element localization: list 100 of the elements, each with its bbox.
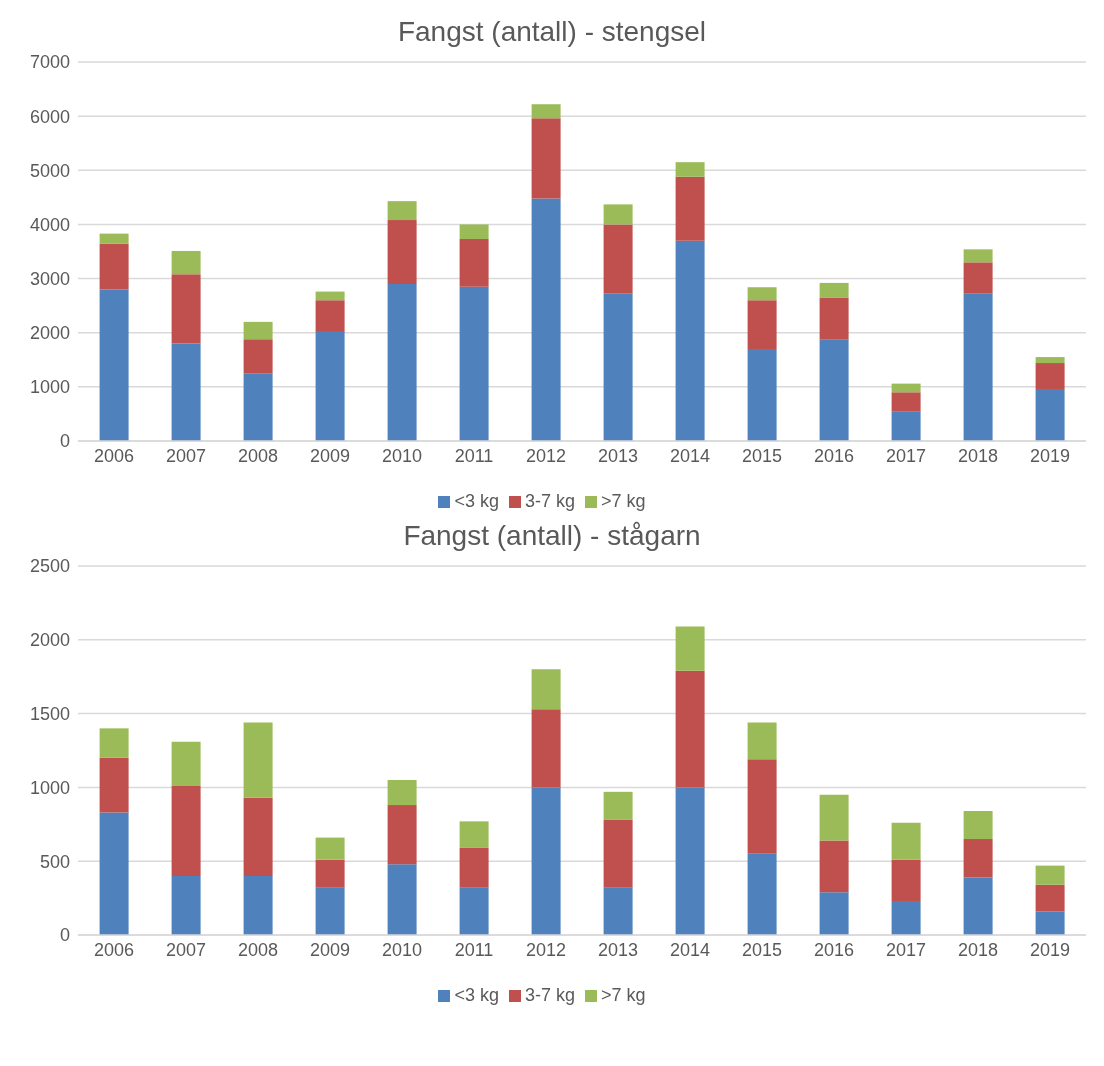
bar — [747, 722, 777, 760]
x-tick-label: 2014 — [669, 939, 711, 960]
x-tick-label: 2010 — [381, 939, 423, 960]
x-tick-label: 2016 — [813, 445, 855, 466]
bar — [1035, 389, 1065, 441]
bar — [459, 887, 489, 935]
bar — [531, 787, 561, 935]
bar — [171, 343, 201, 441]
legend-label: <3 kg — [454, 491, 499, 511]
bar — [99, 233, 129, 244]
bar — [603, 204, 633, 225]
bar — [315, 300, 345, 332]
x-tick-label: 2019 — [1029, 939, 1071, 960]
bar — [819, 297, 849, 340]
x-tick-label: 2015 — [741, 445, 783, 466]
x-tick-label: 2011 — [454, 939, 494, 960]
bar — [675, 670, 705, 788]
bar — [963, 877, 993, 935]
y-tick-label: 3000 — [29, 268, 70, 289]
bar — [603, 819, 633, 888]
x-tick-label: 2013 — [597, 939, 639, 960]
bar — [387, 805, 417, 865]
bar — [171, 274, 201, 344]
bar — [387, 283, 417, 441]
bar — [99, 757, 129, 813]
bar — [315, 837, 345, 860]
bar — [1035, 363, 1065, 390]
legend-label: <3 kg — [454, 985, 499, 1005]
y-tick-label: 2500 — [29, 556, 70, 577]
bar — [963, 293, 993, 441]
bar — [891, 859, 921, 902]
bar — [387, 220, 417, 284]
y-tick-label: 1000 — [29, 377, 70, 398]
bar — [963, 262, 993, 294]
bar — [171, 741, 201, 786]
bar — [963, 839, 993, 878]
legend-label: 3-7 kg — [524, 491, 576, 511]
legend-label: >7 kg — [601, 985, 646, 1005]
x-tick-label: 2007 — [165, 445, 207, 466]
bar — [99, 728, 129, 758]
x-tick-label: 2018 — [957, 445, 999, 466]
bar — [459, 821, 489, 848]
bar — [891, 383, 921, 393]
bar — [603, 293, 633, 441]
x-tick-label: 2017 — [885, 445, 927, 466]
bar — [675, 240, 705, 441]
bar — [459, 224, 489, 240]
bar — [243, 373, 273, 441]
y-tick-label: 500 — [39, 851, 70, 872]
x-tick-label: 2006 — [93, 939, 135, 960]
bar — [387, 201, 417, 221]
bar — [603, 224, 633, 294]
bar — [243, 722, 273, 798]
bar — [459, 239, 489, 287]
bar — [819, 840, 849, 893]
bar — [243, 875, 273, 935]
y-tick-label: 4000 — [29, 214, 70, 235]
bar — [531, 118, 561, 199]
bar — [315, 291, 345, 301]
y-tick-label: 7000 — [29, 52, 70, 73]
bar — [891, 411, 921, 441]
bar — [675, 626, 705, 671]
bar — [747, 300, 777, 349]
legend-label: 3-7 kg — [524, 985, 576, 1005]
bar — [531, 198, 561, 441]
x-tick-label: 2012 — [525, 445, 567, 466]
x-tick-label: 2018 — [957, 939, 999, 960]
y-tick-label: 6000 — [29, 106, 70, 127]
bar — [675, 162, 705, 177]
bar — [675, 176, 705, 241]
chart-title: Fangst (antall) - stågarn — [402, 519, 702, 553]
bar — [603, 791, 633, 820]
y-tick-label: 5000 — [29, 160, 70, 181]
bar — [963, 249, 993, 263]
bar — [315, 887, 345, 935]
x-tick-label: 2013 — [597, 445, 639, 466]
bar — [1035, 357, 1065, 364]
bar — [459, 847, 489, 888]
x-tick-label: 2007 — [165, 939, 207, 960]
bar — [171, 875, 201, 935]
y-tick-label: 1000 — [29, 777, 70, 798]
x-tick-label: 2009 — [309, 939, 351, 960]
y-tick-label: 0 — [59, 431, 70, 452]
x-tick-label: 2010 — [381, 445, 423, 466]
bar — [315, 331, 345, 441]
x-tick-label: 2016 — [813, 939, 855, 960]
bar — [531, 709, 561, 788]
bar — [99, 243, 129, 290]
bar — [243, 321, 273, 340]
bar — [459, 286, 489, 441]
bar — [1035, 911, 1065, 935]
bar — [387, 780, 417, 806]
bar — [531, 669, 561, 710]
x-tick-label: 2011 — [454, 445, 494, 466]
x-tick-label: 2008 — [237, 939, 279, 960]
x-tick-label: 2017 — [885, 939, 927, 960]
y-tick-label: 2000 — [29, 630, 70, 651]
bar — [603, 887, 633, 935]
bar — [243, 797, 273, 876]
bar — [819, 339, 849, 441]
